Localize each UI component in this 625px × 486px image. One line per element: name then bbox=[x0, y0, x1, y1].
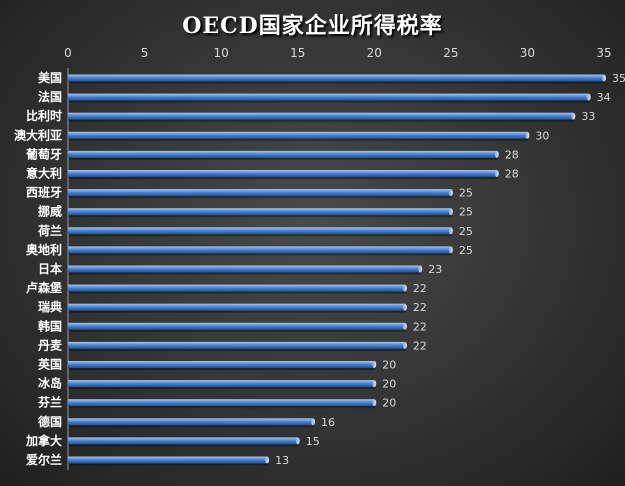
bar bbox=[68, 322, 405, 330]
category-label: 挪威 bbox=[38, 204, 62, 219]
data-label: 25 bbox=[459, 206, 473, 219]
bar-end-cap bbox=[372, 361, 377, 368]
x-tick-label: 0 bbox=[64, 46, 72, 60]
data-label: 20 bbox=[382, 359, 396, 372]
category-label: 西班牙 bbox=[26, 185, 62, 200]
bar bbox=[68, 170, 497, 177]
bar bbox=[68, 418, 314, 426]
bar-end-cap bbox=[602, 74, 606, 82]
bar bbox=[68, 227, 451, 235]
bar bbox=[68, 208, 451, 216]
bar bbox=[68, 437, 298, 445]
bar bbox=[68, 112, 574, 120]
bar bbox=[68, 456, 268, 464]
category-label: 英国 bbox=[38, 357, 62, 372]
category-label: 加拿大 bbox=[25, 433, 62, 448]
data-label: 13 bbox=[275, 454, 289, 467]
data-label: 34 bbox=[597, 91, 611, 104]
bar bbox=[68, 341, 405, 349]
category-label: 爱尔兰 bbox=[26, 452, 62, 467]
data-label: 22 bbox=[413, 301, 427, 314]
bar-end-cap bbox=[265, 456, 270, 464]
category-label: 奥地利 bbox=[26, 242, 62, 257]
bar-end-cap bbox=[448, 189, 453, 197]
category-label: 澳大利亚 bbox=[14, 127, 62, 142]
category-label: 法国 bbox=[38, 89, 62, 104]
bar-end-cap bbox=[448, 227, 453, 235]
bar-end-cap bbox=[402, 322, 407, 330]
bar bbox=[68, 361, 375, 368]
x-tick-label: 20 bbox=[367, 46, 382, 60]
bar bbox=[68, 150, 497, 158]
data-label: 25 bbox=[459, 225, 473, 238]
category-label: 卢森堡 bbox=[26, 280, 62, 295]
bar-end-cap bbox=[494, 150, 499, 158]
x-tick-label: 10 bbox=[214, 46, 229, 60]
data-label: 22 bbox=[413, 320, 427, 333]
category-label: 芬兰 bbox=[37, 395, 62, 410]
bar bbox=[68, 380, 375, 388]
data-label: 22 bbox=[413, 282, 427, 295]
bar bbox=[68, 246, 451, 254]
data-label: 25 bbox=[459, 244, 473, 257]
data-label: 20 bbox=[382, 378, 396, 391]
data-label: 20 bbox=[382, 397, 396, 410]
category-label: 冰岛 bbox=[38, 376, 62, 391]
bar bbox=[68, 303, 405, 311]
bar-end-cap bbox=[372, 380, 377, 388]
data-label: 16 bbox=[321, 416, 335, 429]
bar bbox=[68, 399, 375, 407]
category-label: 丹麦 bbox=[38, 337, 63, 352]
bar-end-cap bbox=[571, 112, 576, 120]
bar-end-cap bbox=[402, 341, 407, 349]
bar-end-cap bbox=[372, 399, 377, 407]
bar-end-cap bbox=[494, 170, 499, 177]
category-label: 日本 bbox=[38, 261, 62, 276]
x-tick-label: 35 bbox=[596, 46, 611, 60]
bar-end-cap bbox=[402, 284, 407, 292]
x-tick-label: 15 bbox=[290, 46, 305, 60]
bar-end-cap bbox=[448, 208, 453, 216]
bar-end-cap bbox=[525, 131, 530, 139]
data-label: 25 bbox=[459, 187, 473, 200]
bar-end-cap bbox=[402, 303, 407, 311]
x-tick-label: 5 bbox=[141, 46, 149, 60]
bar-end-cap bbox=[418, 265, 423, 273]
bar-end-cap bbox=[311, 418, 316, 426]
category-label: 荷兰 bbox=[37, 223, 62, 238]
bar-end-cap bbox=[586, 93, 591, 101]
category-label: 德国 bbox=[38, 414, 62, 429]
category-label: 瑞典 bbox=[38, 299, 62, 314]
data-label: 15 bbox=[306, 435, 320, 448]
bar bbox=[68, 74, 604, 82]
data-label: 33 bbox=[581, 110, 595, 123]
bar bbox=[68, 93, 589, 101]
bar bbox=[68, 189, 451, 197]
category-label: 美国 bbox=[38, 70, 62, 85]
category-label: 意大利 bbox=[26, 166, 62, 181]
data-label: 30 bbox=[535, 129, 549, 142]
chart-title: OECD国家企业所得税率 bbox=[182, 13, 443, 39]
data-label: 22 bbox=[413, 339, 427, 352]
bar bbox=[68, 265, 421, 273]
category-label: 比利时 bbox=[26, 108, 62, 123]
data-label: 35 bbox=[612, 72, 625, 85]
data-label: 23 bbox=[428, 263, 442, 276]
bar bbox=[68, 284, 405, 292]
category-label: 葡萄牙 bbox=[25, 146, 62, 161]
data-label: 28 bbox=[505, 168, 519, 181]
bar-end-cap bbox=[295, 437, 300, 445]
data-label: 28 bbox=[505, 148, 519, 161]
bar bbox=[68, 131, 528, 139]
bar-end-cap bbox=[448, 246, 453, 254]
category-label: 韩国 bbox=[38, 318, 62, 333]
x-tick-label: 25 bbox=[443, 46, 458, 60]
x-tick-label: 30 bbox=[520, 46, 535, 60]
